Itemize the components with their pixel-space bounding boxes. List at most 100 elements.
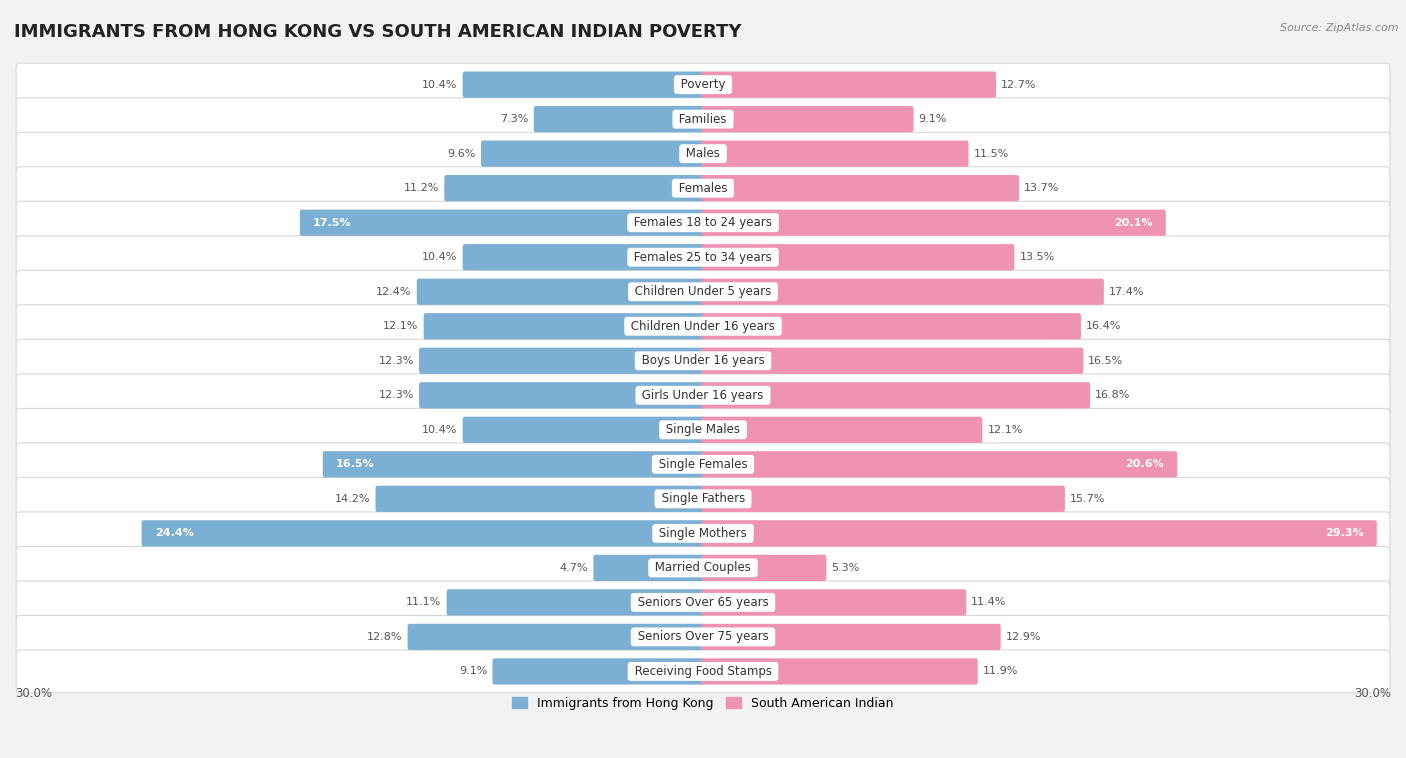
- FancyBboxPatch shape: [15, 409, 1391, 451]
- FancyBboxPatch shape: [534, 106, 704, 133]
- Text: Single Males: Single Males: [662, 423, 744, 437]
- Text: 7.3%: 7.3%: [501, 114, 529, 124]
- FancyBboxPatch shape: [15, 202, 1391, 244]
- Text: 14.2%: 14.2%: [335, 494, 370, 504]
- FancyBboxPatch shape: [702, 175, 1019, 202]
- FancyBboxPatch shape: [375, 486, 704, 512]
- FancyBboxPatch shape: [15, 167, 1391, 210]
- Text: Girls Under 16 years: Girls Under 16 years: [638, 389, 768, 402]
- FancyBboxPatch shape: [702, 106, 914, 133]
- Text: 12.1%: 12.1%: [384, 321, 419, 331]
- FancyBboxPatch shape: [15, 236, 1391, 279]
- Text: 13.7%: 13.7%: [1024, 183, 1060, 193]
- Text: Single Fathers: Single Fathers: [658, 493, 748, 506]
- Text: Families: Families: [675, 113, 731, 126]
- FancyBboxPatch shape: [702, 451, 1177, 478]
- Text: 12.3%: 12.3%: [378, 390, 413, 400]
- Text: 12.4%: 12.4%: [377, 287, 412, 296]
- Text: 11.2%: 11.2%: [404, 183, 439, 193]
- FancyBboxPatch shape: [702, 313, 1081, 340]
- Text: Receiving Food Stamps: Receiving Food Stamps: [631, 665, 775, 678]
- Text: 10.4%: 10.4%: [422, 424, 457, 435]
- Text: 15.7%: 15.7%: [1070, 494, 1105, 504]
- Text: 29.3%: 29.3%: [1324, 528, 1364, 538]
- Text: 30.0%: 30.0%: [15, 688, 52, 700]
- Text: 11.9%: 11.9%: [983, 666, 1018, 676]
- FancyBboxPatch shape: [15, 271, 1391, 313]
- Text: 11.1%: 11.1%: [406, 597, 441, 607]
- FancyBboxPatch shape: [142, 520, 704, 547]
- Text: Seniors Over 75 years: Seniors Over 75 years: [634, 631, 772, 644]
- Text: Females: Females: [675, 182, 731, 195]
- FancyBboxPatch shape: [15, 615, 1391, 658]
- Text: Poverty: Poverty: [676, 78, 730, 91]
- FancyBboxPatch shape: [593, 555, 704, 581]
- Text: Married Couples: Married Couples: [651, 562, 755, 575]
- FancyBboxPatch shape: [702, 624, 1001, 650]
- FancyBboxPatch shape: [15, 650, 1391, 693]
- Text: 16.8%: 16.8%: [1095, 390, 1130, 400]
- Text: Boys Under 16 years: Boys Under 16 years: [638, 354, 768, 368]
- FancyBboxPatch shape: [15, 512, 1391, 555]
- Text: 20.1%: 20.1%: [1114, 218, 1153, 227]
- FancyBboxPatch shape: [702, 382, 1090, 409]
- FancyBboxPatch shape: [702, 589, 966, 615]
- Text: Source: ZipAtlas.com: Source: ZipAtlas.com: [1281, 23, 1399, 33]
- FancyBboxPatch shape: [416, 279, 704, 305]
- FancyBboxPatch shape: [702, 486, 1064, 512]
- Text: 13.5%: 13.5%: [1019, 252, 1054, 262]
- FancyBboxPatch shape: [15, 305, 1391, 348]
- FancyBboxPatch shape: [702, 244, 1015, 271]
- FancyBboxPatch shape: [419, 382, 704, 409]
- FancyBboxPatch shape: [702, 71, 995, 98]
- FancyBboxPatch shape: [702, 520, 1376, 547]
- Text: 10.4%: 10.4%: [422, 252, 457, 262]
- Text: 11.4%: 11.4%: [972, 597, 1007, 607]
- FancyBboxPatch shape: [444, 175, 704, 202]
- Text: 9.1%: 9.1%: [458, 666, 488, 676]
- Text: Single Mothers: Single Mothers: [655, 527, 751, 540]
- FancyBboxPatch shape: [702, 417, 983, 443]
- Text: Males: Males: [682, 147, 724, 160]
- Text: 9.6%: 9.6%: [447, 149, 477, 158]
- Text: 16.5%: 16.5%: [1088, 356, 1123, 366]
- FancyBboxPatch shape: [15, 98, 1391, 140]
- Text: IMMIGRANTS FROM HONG KONG VS SOUTH AMERICAN INDIAN POVERTY: IMMIGRANTS FROM HONG KONG VS SOUTH AMERI…: [14, 23, 741, 41]
- FancyBboxPatch shape: [702, 140, 969, 167]
- Text: 9.1%: 9.1%: [918, 114, 948, 124]
- FancyBboxPatch shape: [447, 589, 704, 615]
- Text: Single Females: Single Females: [655, 458, 751, 471]
- FancyBboxPatch shape: [463, 71, 704, 98]
- FancyBboxPatch shape: [423, 313, 704, 340]
- FancyBboxPatch shape: [492, 658, 704, 684]
- Text: Females 18 to 24 years: Females 18 to 24 years: [630, 216, 776, 229]
- FancyBboxPatch shape: [299, 210, 704, 236]
- Text: Seniors Over 65 years: Seniors Over 65 years: [634, 596, 772, 609]
- FancyBboxPatch shape: [463, 244, 704, 271]
- Text: 4.7%: 4.7%: [560, 563, 588, 573]
- Text: 5.3%: 5.3%: [831, 563, 859, 573]
- Text: 24.4%: 24.4%: [155, 528, 194, 538]
- Text: 12.1%: 12.1%: [987, 424, 1022, 435]
- FancyBboxPatch shape: [702, 658, 977, 684]
- Text: 10.4%: 10.4%: [422, 80, 457, 89]
- FancyBboxPatch shape: [15, 340, 1391, 382]
- FancyBboxPatch shape: [419, 348, 704, 374]
- Text: Children Under 5 years: Children Under 5 years: [631, 285, 775, 298]
- Text: 30.0%: 30.0%: [1354, 688, 1391, 700]
- Text: 20.6%: 20.6%: [1125, 459, 1164, 469]
- Text: 12.3%: 12.3%: [378, 356, 413, 366]
- FancyBboxPatch shape: [15, 581, 1391, 624]
- FancyBboxPatch shape: [408, 624, 704, 650]
- FancyBboxPatch shape: [463, 417, 704, 443]
- Text: 17.4%: 17.4%: [1109, 287, 1144, 296]
- FancyBboxPatch shape: [702, 555, 827, 581]
- Text: 11.5%: 11.5%: [973, 149, 1010, 158]
- FancyBboxPatch shape: [15, 63, 1391, 106]
- FancyBboxPatch shape: [702, 210, 1166, 236]
- Legend: Immigrants from Hong Kong, South American Indian: Immigrants from Hong Kong, South America…: [508, 692, 898, 715]
- Text: 12.8%: 12.8%: [367, 632, 402, 642]
- Text: 16.4%: 16.4%: [1085, 321, 1122, 331]
- FancyBboxPatch shape: [15, 478, 1391, 520]
- FancyBboxPatch shape: [15, 374, 1391, 417]
